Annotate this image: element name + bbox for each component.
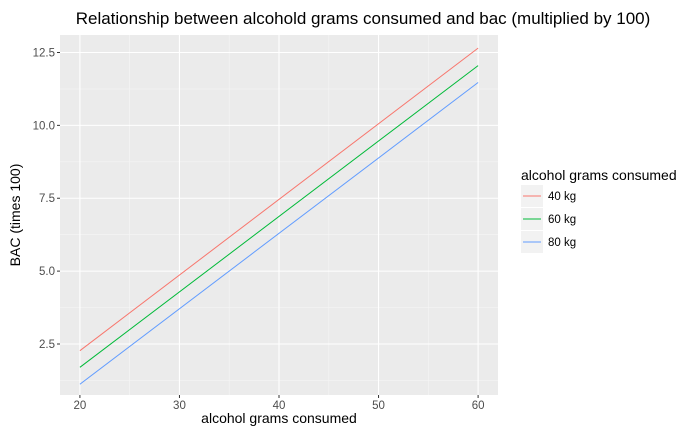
y-tick-label: 10.0 bbox=[33, 120, 55, 132]
y-axis-title: BAC (times 100) bbox=[7, 164, 23, 267]
y-tick-label: 7.5 bbox=[39, 193, 55, 205]
x-tick-label: 30 bbox=[173, 400, 186, 412]
x-tick-label: 40 bbox=[273, 400, 286, 412]
series-line-40-kg bbox=[79, 47, 479, 352]
y-tick-label: 2.5 bbox=[39, 339, 55, 351]
x-tick-label: 60 bbox=[472, 400, 485, 412]
series-line-80-kg bbox=[79, 82, 479, 385]
series-lines bbox=[79, 47, 479, 385]
x-axis-ticks: 20 30 40 50 60 bbox=[74, 395, 485, 412]
y-axis-ticks: 2.5 5.0 7.5 10.0 12.5 bbox=[33, 47, 60, 351]
y-tick-label: 12.5 bbox=[33, 47, 55, 59]
legend-label: 40 kg bbox=[548, 191, 576, 203]
legend-label: 60 kg bbox=[548, 214, 576, 226]
legend: alcohol grams consumed 40 kg 60 kg 80 kg bbox=[521, 167, 677, 253]
legend-title: alcohol grams consumed bbox=[521, 167, 677, 183]
major-gridlines bbox=[60, 35, 498, 395]
x-axis-title: alcohol grams consumed bbox=[201, 410, 357, 426]
legend-items: 40 kg 60 kg 80 kg bbox=[521, 185, 576, 253]
y-tick-label: 5.0 bbox=[39, 266, 55, 278]
x-tick-label: 50 bbox=[372, 400, 385, 412]
chart-title: Relationship between alcohold grams cons… bbox=[76, 9, 651, 28]
series-line-60-kg bbox=[79, 65, 479, 368]
x-tick-label: 20 bbox=[74, 400, 87, 412]
legend-label: 80 kg bbox=[548, 237, 576, 249]
